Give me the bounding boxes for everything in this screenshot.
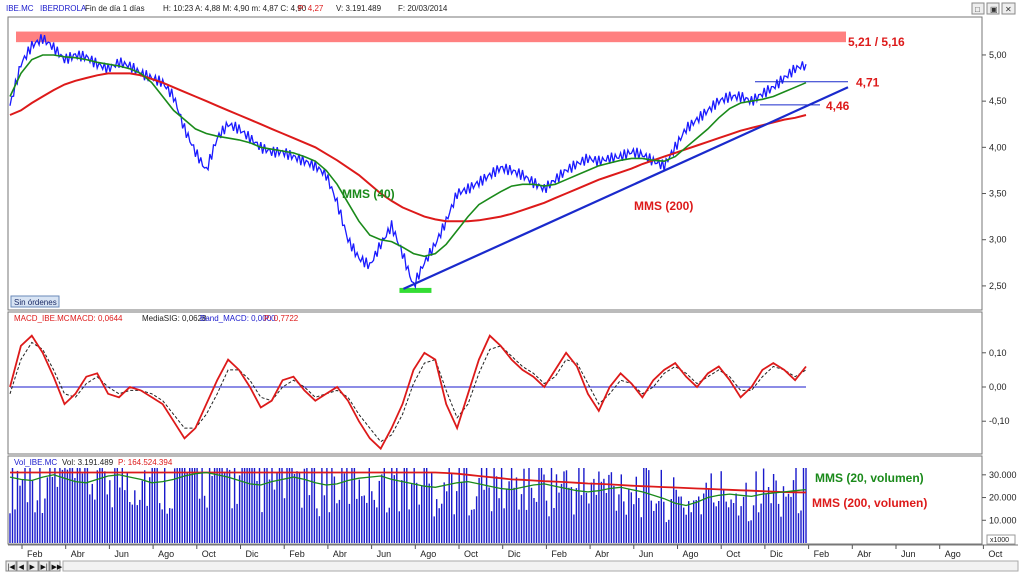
vol-header-name: Vol_IBE.MC — [14, 458, 57, 467]
vol-mms20-line — [9, 471, 807, 507]
header-symbol: IBE.MC — [6, 4, 34, 13]
time-tick-label-15: Ago — [683, 549, 699, 559]
header-volume: V: 3.191.489 — [336, 4, 382, 13]
macd-tick-label-1: 0,00 — [989, 382, 1007, 392]
header-date: F: 20/03/2014 — [398, 4, 448, 13]
time-tick-label-9: Ago — [420, 549, 436, 559]
restore-button[interactable]: □ — [971, 2, 985, 15]
macd-header-band: Band_MACD: 0,0000 — [200, 314, 276, 323]
resistance-label: 5,21 / 5,16 — [848, 35, 905, 49]
time-tick-label-14: Jun — [639, 549, 654, 559]
header-name: IBERDROLA — [40, 4, 87, 13]
price-tick-label-3: 4,00 — [989, 142, 1007, 152]
time-tick-label-17: Dic — [770, 549, 783, 559]
svg-text:▶|: ▶| — [41, 564, 48, 571]
maximize-button[interactable]: ▣ — [986, 2, 1000, 15]
time-tick-label-10: Oct — [464, 549, 479, 559]
sin-ordenes-label: Sin órdenes — [14, 298, 57, 307]
svg-text:|◀: |◀ — [8, 564, 16, 571]
price-tick-label-0: 2,50 — [989, 281, 1007, 291]
time-tick-label-2: Jun — [114, 549, 129, 559]
header-change: P: 4,27 — [298, 4, 324, 13]
vol-tick-label-0: 10.000 — [989, 515, 1017, 525]
vol-tick-label-1: 20.000 — [989, 493, 1017, 503]
svg-text:◀: ◀ — [19, 564, 25, 571]
scale-label: x1000 — [990, 537, 1009, 544]
price-tick-label-4: 4,50 — [989, 96, 1007, 106]
time-tick-label-18: Feb — [814, 549, 830, 559]
level-1-label: 4,71 — [856, 76, 880, 90]
macd-panel — [7, 311, 983, 455]
time-tick-label-4: Oct — [202, 549, 217, 559]
nav-fast-button[interactable]: ▶▶ — [49, 560, 63, 572]
support-zone — [399, 287, 432, 293]
macd-header-p: P: 0,7722 — [264, 314, 299, 323]
macd-header-signal: MediaSIG: 0,0628 — [142, 314, 207, 323]
mms40-line — [9, 54, 807, 258]
svg-text:▣: ▣ — [990, 5, 998, 14]
time-tick-label-5: Dic — [246, 549, 259, 559]
macd-tick-label-2: -0,10 — [989, 416, 1010, 426]
svg-text:□: □ — [975, 5, 980, 14]
mms200-label: MMS (200) — [634, 199, 693, 213]
time-tick-label-8: Jun — [377, 549, 392, 559]
macd-tick-label-0: 0,10 — [989, 348, 1007, 358]
time-scrollbar[interactable] — [62, 560, 1019, 572]
vol-header-vol: Vol: 3.191.489 — [62, 458, 114, 467]
price-tick-label-1: 3,00 — [989, 235, 1007, 245]
level-2-label: 4,46 — [826, 99, 850, 113]
trend-line — [402, 86, 849, 290]
time-tick-label-1: Abr — [71, 549, 85, 559]
nav-last-button[interactable]: ▶| — [38, 560, 50, 572]
time-tick-label-12: Feb — [551, 549, 567, 559]
price-tick-label-2: 3,50 — [989, 189, 1007, 199]
svg-text:▶▶: ▶▶ — [52, 564, 63, 571]
time-tick-label-13: Abr — [595, 549, 609, 559]
time-tick-label-7: Abr — [333, 549, 347, 559]
header-period: Fin de día 1 días — [85, 4, 145, 13]
price-panel — [7, 16, 983, 311]
vol-mms200-label: MMS (200, volumen) — [812, 496, 927, 510]
price-series — [9, 34, 807, 290]
svg-text:▶: ▶ — [30, 564, 36, 571]
vol-mms20-label: MMS (20, volumen) — [815, 471, 924, 485]
vol-header-p: P: 164.524.394 — [118, 458, 173, 467]
macd-header-macd: MACD: 0,0644 — [70, 314, 123, 323]
close-button[interactable]: ✕ — [1001, 2, 1016, 15]
time-tick-label-19: Abr — [857, 549, 871, 559]
nav-prev-button[interactable]: ◀ — [16, 560, 28, 572]
resistance-zone — [16, 31, 846, 293]
time-tick-label-21: Ago — [945, 549, 961, 559]
nav-next-button[interactable]: ▶ — [27, 560, 39, 572]
macd-line — [9, 334, 807, 451]
volume-panel — [7, 455, 983, 545]
svg-text:✕: ✕ — [1005, 5, 1012, 14]
resistance-zone-band — [16, 31, 846, 43]
mms40-label: MMS (40) — [342, 187, 395, 201]
time-tick-label-6: Feb — [289, 549, 305, 559]
sin-ordenes-button[interactable]: Sin órdenes — [10, 295, 60, 308]
vol-tick-label-2: 30.000 — [989, 470, 1017, 480]
time-tick-label-3: Ago — [158, 549, 174, 559]
time-tick-label-16: Oct — [726, 549, 741, 559]
nav-first-button[interactable]: |◀ — [5, 560, 17, 572]
macd-header-name: MACD_IBE.MC — [14, 314, 70, 323]
header-stats: H: 10:23 A: 4,88 M: 4,90 m: 4,87 C: 4,90 — [163, 4, 307, 13]
price-tick-label-5: 5,00 — [989, 50, 1007, 60]
vol-mms200-line — [10, 471, 807, 494]
time-tick-label-20: Jun — [901, 549, 916, 559]
time-tick-label-11: Dic — [508, 549, 521, 559]
time-tick-label-22: Oct — [988, 549, 1003, 559]
time-tick-label-0: Feb — [27, 549, 43, 559]
